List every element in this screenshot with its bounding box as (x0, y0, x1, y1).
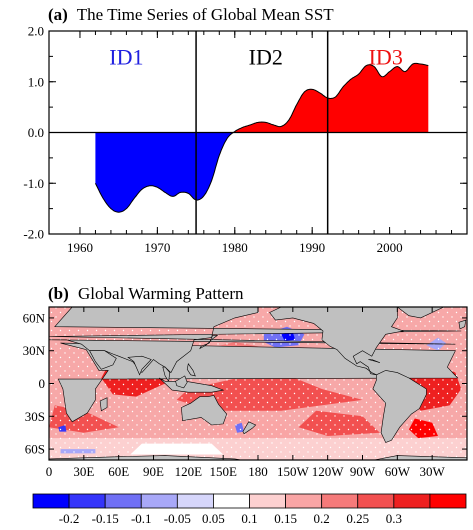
colorbar-label: 0.15 (274, 511, 297, 526)
y-tick-label: 0.0 (28, 125, 44, 140)
borneo-land (175, 375, 188, 389)
antarctica-land-wrap (49, 457, 50, 460)
colorbar-label: 0.2 (314, 511, 330, 526)
colorbar: -0.2 -0.15 -0.1 -0.05 0.05 0.1 0.15 0.2 0.25 0.3 (32, 493, 467, 526)
panel-a-title: The Time Series of Global Mean SST (77, 5, 334, 24)
period-label: ID2 (249, 44, 283, 69)
colorbar-label: -0.2 (59, 511, 80, 526)
colorbar-label: -0.1 (131, 511, 152, 526)
panel-b-title: Global Warming Pattern (78, 284, 244, 303)
colorbar-swatch (429, 493, 467, 509)
svg-text:(a) The Time Series of G: (a) The Time Series of Global Mean SST (48, 5, 334, 24)
warming-map (49, 307, 467, 460)
negative-anomaly-area (95, 132, 429, 213)
x-tick-label: 1980 (222, 240, 248, 255)
map-x-tick-label: 120E (175, 464, 203, 479)
panel-a: (a) The Time Series of Global Mean SST 2… (23, 5, 468, 255)
arabia-land (89, 350, 117, 370)
colorbar-swatch (32, 493, 70, 509)
svg-text:(b) Global Warming Patte: (b) Global Warming Pattern (48, 284, 244, 303)
colorbar-label: 0.1 (241, 511, 257, 526)
british-isles-land (458, 319, 467, 330)
period-label: ID3 (369, 44, 403, 69)
map-x-tick-label: 120W (312, 464, 345, 479)
colorbar-swatch (321, 493, 359, 509)
y-tick-label: 1.0 (28, 74, 44, 89)
madagascar-land (99, 397, 108, 412)
colorbar-label: 0.3 (386, 511, 402, 526)
x-tick-label: 2000 (377, 240, 403, 255)
north-america-land (269, 307, 405, 376)
x-tick-label: 1970 (144, 240, 170, 255)
colorbar-swatch (357, 493, 395, 509)
sst-series-line (94, 62, 429, 213)
period-label: ID1 (109, 44, 143, 69)
map-y-tick-label: 60N (23, 310, 46, 325)
india-land (127, 355, 152, 376)
australia-land (181, 395, 228, 426)
map-x-tick-label: 0 (46, 464, 53, 479)
southeast-asia-land (162, 366, 171, 383)
japan-land (199, 335, 219, 350)
x-tick-label: 1960 (67, 240, 93, 255)
map-y-tick-label: 0 (39, 376, 46, 391)
map-x-tick-label: 150W (277, 464, 310, 479)
new-zealand-land (242, 421, 257, 435)
map-x-tick-label: 180 (248, 464, 268, 479)
panel-a-label: (a) (48, 5, 68, 24)
colorbar-label: 0.05 (202, 511, 225, 526)
colorbar-label: -0.05 (164, 511, 191, 526)
map-x-tick-label: 60W (385, 464, 411, 479)
philippines-land (186, 363, 196, 377)
map-x-tick-label: 30E (73, 464, 94, 479)
indonesia-land (159, 377, 225, 393)
colorbar-label: 0.25 (346, 511, 369, 526)
timeseries-plot: 2.0 1.0 0.0 -1.0 -2.0 1960 1970 1980 1990 2000 ID1… (23, 24, 468, 255)
colorbar-swatch (393, 493, 431, 509)
map-x-tick-label: 90W (350, 464, 376, 479)
colorbar-swatch (140, 493, 178, 509)
panel-b: (b) Global Warming Pattern 60N 30N 0 30S 60S… (23, 284, 468, 526)
y-tick-label: -2.0 (23, 227, 44, 242)
map-x-tick-label: 30W (420, 464, 446, 479)
map-y-tick-label: 60S (25, 442, 45, 457)
colorbar-swatch (104, 493, 142, 509)
map-x-tick-label: 90E (143, 464, 164, 479)
cuba-land (368, 359, 381, 363)
y-tick-label: -1.0 (23, 176, 44, 191)
colorbar-swatch (68, 493, 106, 509)
colorbar-label: -0.15 (92, 511, 119, 526)
map-y-tick-label: 30S (25, 409, 45, 424)
panel-b-label: (b) (48, 284, 69, 303)
colorbar-swatch (213, 493, 250, 509)
map-y-tick-label: 30N (23, 343, 46, 358)
map-x-tick-label: 150E (209, 464, 237, 479)
colorbar-swatch (285, 493, 323, 509)
positive-anomaly-area (95, 63, 429, 133)
colorbar-swatch (176, 493, 214, 509)
colorbar-swatch (249, 493, 286, 509)
x-tick-label: 1990 (299, 240, 325, 255)
map-x-tick-label: 60E (108, 464, 129, 479)
y-tick-label: 2.0 (28, 24, 44, 39)
south-america-land (372, 370, 427, 443)
